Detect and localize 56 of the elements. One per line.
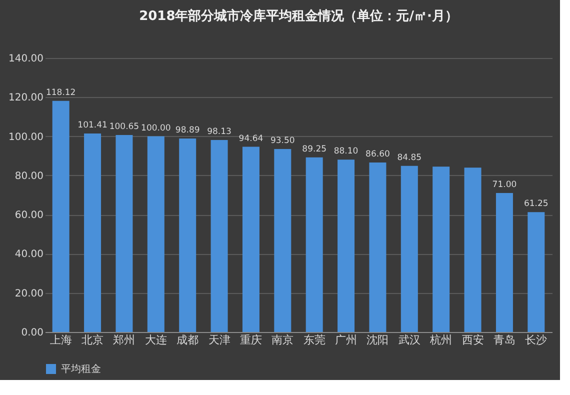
bar bbox=[496, 193, 513, 332]
bar bbox=[369, 162, 386, 332]
text: 71.00 bbox=[492, 180, 517, 190]
text: 98.89 bbox=[175, 125, 200, 136]
y-tick-label: 20.00 bbox=[14, 288, 44, 300]
bar bbox=[528, 212, 545, 332]
text: 61.25 bbox=[524, 199, 548, 210]
bar bbox=[210, 140, 228, 332]
bar bbox=[147, 136, 164, 332]
y-tick-label: 0.00 bbox=[21, 328, 44, 338]
x-tick-label: 长沙 bbox=[525, 334, 548, 346]
x-tick-label: 北京 bbox=[82, 334, 104, 346]
y-tick-label: 40.00 bbox=[14, 249, 44, 260]
bar bbox=[242, 146, 260, 332]
bar bbox=[338, 160, 355, 332]
text: 89.25 bbox=[302, 144, 327, 154]
text: 118.12 bbox=[46, 88, 76, 98]
x-tick-label: 东莞 bbox=[303, 334, 326, 346]
bar bbox=[84, 134, 102, 332]
x-tick-label: 广州 bbox=[335, 334, 358, 346]
x-tick-label: 青岛 bbox=[493, 334, 516, 346]
text: 100.65 bbox=[109, 122, 140, 132]
text: 100.00 bbox=[141, 123, 171, 134]
x-tick-label: 郑州 bbox=[113, 334, 136, 346]
x-tick-label: 上海 bbox=[50, 334, 72, 346]
x-tick-label: 南京 bbox=[272, 334, 294, 346]
bar bbox=[306, 157, 323, 332]
x-tick-label: 天津 bbox=[208, 334, 230, 346]
bar bbox=[179, 138, 196, 332]
bar bbox=[274, 149, 292, 332]
x-tick-label: 重庆 bbox=[240, 334, 262, 346]
text: 88.10 bbox=[334, 146, 358, 157]
y-tick-label: 100.00 bbox=[8, 132, 44, 143]
x-tick-label: 成都 bbox=[176, 334, 199, 346]
x-tick-label: 杭州 bbox=[429, 334, 452, 346]
bar bbox=[400, 166, 418, 332]
bar bbox=[464, 168, 482, 332]
y-tick-label: 140.00 bbox=[8, 54, 44, 64]
bar bbox=[116, 135, 133, 332]
bar bbox=[432, 166, 450, 332]
legend-label: 平均租金 bbox=[61, 363, 101, 375]
text: 93.50 bbox=[270, 136, 295, 146]
text: 101.41 bbox=[78, 120, 108, 131]
y-tick-label: 120.00 bbox=[8, 92, 44, 104]
y-tick-label: 60.00 bbox=[14, 210, 44, 222]
text: 86.60 bbox=[366, 150, 390, 160]
text: 98.13 bbox=[207, 126, 232, 137]
x-tick-label: 西安 bbox=[462, 334, 484, 346]
text: 84.85 bbox=[397, 152, 422, 163]
x-tick-label: 武汉 bbox=[398, 334, 420, 346]
x-tick-label: 大连 bbox=[144, 334, 167, 346]
bar bbox=[52, 100, 70, 332]
text: 94.64 bbox=[238, 134, 264, 144]
x-tick-label: 沈阳 bbox=[366, 334, 389, 346]
y-tick-label: 80.00 bbox=[14, 170, 44, 182]
chart-title: 2018年部分城市冷库平均租金情况（单位：元/㎡·月） bbox=[139, 8, 458, 24]
